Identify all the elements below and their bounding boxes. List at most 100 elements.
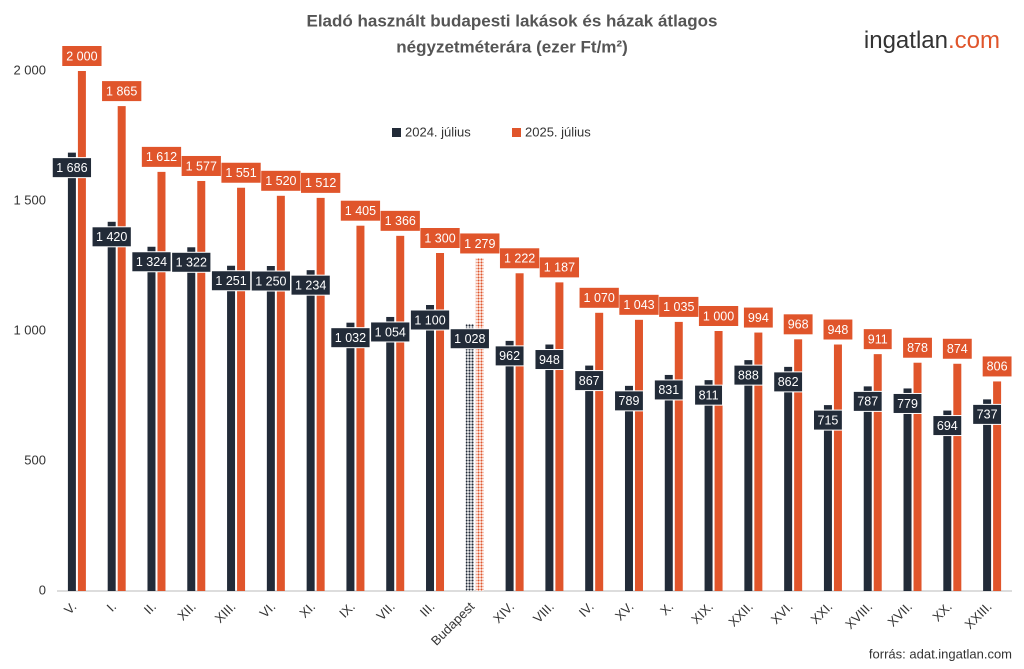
bar [983,399,992,591]
bar [465,323,474,591]
bar [227,265,236,591]
bar [147,246,156,591]
value-label-box [102,81,142,102]
value-label: 1 035 [663,300,694,314]
value-label-box [221,162,261,183]
value-label: 1 512 [305,176,336,190]
bar [316,197,325,591]
bar [266,266,275,591]
value-label: 787 [857,395,878,409]
value-label-box [51,157,93,179]
value-label-box [813,409,843,431]
bar [386,316,395,591]
bar [276,195,285,592]
value-label: 1 028 [454,332,485,346]
x-tick-label: V. [61,599,79,617]
bar [436,253,445,591]
brand: ingatlan.com [864,27,1000,54]
x-tick-label: XIV. [490,599,517,626]
x-tick-label: XII. [174,599,198,623]
value-label: 1 300 [424,231,455,245]
bar [585,365,594,591]
legend-label: 2025. július [525,124,591,139]
value-label-box [181,155,221,176]
value-label: 874 [947,342,968,356]
bar [943,410,952,591]
value-label: 831 [658,383,679,397]
bar [953,363,962,591]
value-label-box [892,392,923,414]
y-tick-label: 500 [24,452,46,467]
value-label: 1 100 [414,313,445,327]
value-label-box [499,248,540,269]
legend-swatch [512,128,521,137]
value-label-box [409,309,451,331]
value-label: 2 000 [66,49,97,63]
x-tick-label: XI. [296,599,318,621]
value-label: 811 [699,388,719,402]
value-label: 1 032 [335,331,366,345]
value-label: 1 222 [504,252,535,266]
bar [187,247,196,591]
value-label: 789 [619,394,640,408]
value-label: 1 577 [186,159,217,173]
x-tick-label: VI. [257,599,279,621]
bar [704,380,713,591]
value-label: 962 [499,349,520,363]
value-label-box [330,327,371,349]
chart-title: Eladó használt budapesti lakások és háza… [307,11,718,30]
value-label: 948 [539,353,560,367]
value-label: 1 043 [623,298,654,312]
bar [67,152,76,591]
x-tick-label: VIII. [530,599,557,626]
value-label-box [420,228,460,248]
value-label-box [449,328,490,350]
bar [157,171,166,591]
value-label-box [210,270,252,292]
value-label: 694 [937,419,958,433]
x-tick-label: XVII. [885,599,916,630]
value-label-box [653,379,684,401]
value-label-box [743,307,773,328]
value-label: 779 [897,397,918,411]
bar [754,332,763,591]
x-tick-label: XXIII. [962,599,995,632]
value-label-box [773,371,804,393]
value-label: 1 234 [295,278,326,292]
value-label-box [659,296,699,317]
x-tick-label: XIX. [688,599,716,627]
value-label: 1 405 [345,204,376,218]
x-tick-label: IX. [336,599,358,621]
x-tick-label: IV. [576,599,597,620]
value-label-box [534,349,565,371]
value-label-box [619,294,659,315]
value-label-box [823,319,853,340]
value-label-box [290,274,331,296]
bar [664,374,673,591]
x-tick-label: II. [141,599,159,617]
bar [545,344,554,591]
value-label: 1 520 [265,174,296,188]
value-label-box [494,345,525,367]
value-label-box [852,390,883,412]
value-label-box [863,329,892,350]
bar [197,180,206,592]
y-tick-label: 1 000 [13,322,46,337]
value-label-box [171,251,212,273]
value-label: 1 187 [544,261,575,275]
bar [993,381,1002,591]
legend-label: 2024. július [405,124,471,139]
value-label-box [340,200,381,221]
legend-swatch [392,128,401,137]
value-label: 1 686 [56,161,87,175]
bar [306,270,315,591]
bar [346,322,355,591]
value-label-box [579,287,619,308]
bar [356,225,365,591]
x-tick-label: I. [104,599,120,615]
value-label: 1 054 [375,325,406,339]
value-label: 862 [778,375,799,389]
brand-name: ingatlan [864,27,948,54]
value-label: 1 000 [703,309,734,323]
value-label: 1 420 [96,230,127,244]
